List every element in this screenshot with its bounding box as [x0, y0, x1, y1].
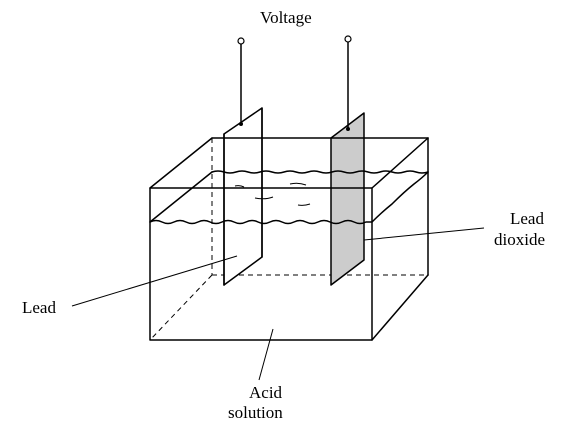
lead-leader-line — [71, 255, 238, 307]
right-terminal-icon — [344, 35, 352, 43]
lead-dioxide-label-line2: dioxide — [494, 230, 545, 249]
liquid-surface — [149, 170, 429, 225]
lead-dioxide-leader-line — [363, 227, 485, 241]
tank-outline — [149, 137, 429, 341]
tank-hidden-edges — [149, 138, 428, 341]
right-wire — [344, 35, 352, 131]
acid-label-line2: solution — [228, 403, 283, 422]
lead-dioxide-label-line1: Lead — [510, 209, 544, 228]
lead-dioxide-plate — [330, 112, 365, 286]
acid-label-line1: Acid — [249, 383, 283, 402]
voltage-label: Voltage — [260, 8, 312, 27]
lead-label: Lead — [22, 298, 56, 317]
left-terminal-icon — [237, 37, 245, 45]
acid-leader-line — [258, 328, 274, 381]
left-wire — [237, 37, 245, 126]
